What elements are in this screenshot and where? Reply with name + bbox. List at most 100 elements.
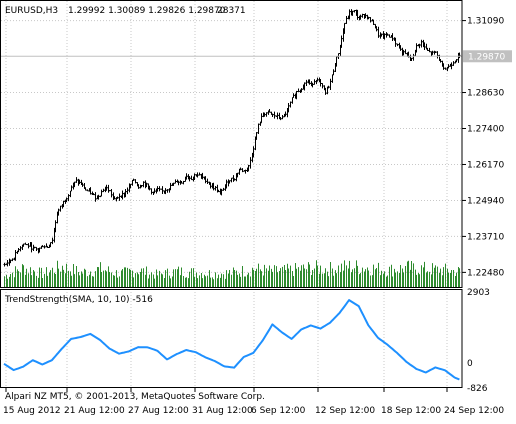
ohlc-bar-283 bbox=[455, 59, 458, 63]
ohlc-bar-67 bbox=[110, 189, 113, 198]
ohlc-bar-64 bbox=[105, 184, 108, 191]
ohlc-bar-132 bbox=[214, 186, 217, 191]
price-pane-frame bbox=[0, 0, 463, 288]
indicator-tick-label-2: -826 bbox=[467, 384, 488, 394]
ohlc-bar-188 bbox=[303, 82, 306, 91]
ohlc-bar-37 bbox=[62, 200, 65, 208]
ohlc-bar-34 bbox=[57, 208, 60, 216]
ohlc-bar-10 bbox=[19, 246, 22, 252]
ohlc-bar-231 bbox=[372, 19, 375, 26]
ohlc-bar-27 bbox=[46, 245, 49, 248]
ohlc-bar-146 bbox=[236, 172, 239, 178]
ohlc-bar-107 bbox=[174, 179, 177, 184]
ohlc-bar-4 bbox=[9, 259, 12, 264]
ohlc-bar-104 bbox=[169, 182, 172, 191]
ohlc-bar-206 bbox=[332, 69, 335, 76]
ohlc-bar-164 bbox=[265, 112, 268, 117]
indicator-tick-label-1: 0 bbox=[467, 359, 473, 369]
ohlc-bar-54 bbox=[89, 187, 92, 195]
price-bars bbox=[3, 9, 461, 267]
ohlc-bar-169 bbox=[273, 111, 276, 119]
ohlc-bar-178 bbox=[287, 102, 290, 113]
ohlc-bar-180 bbox=[291, 97, 294, 104]
ohlc-bar-124 bbox=[201, 172, 204, 180]
copyright-text: Alpari NZ MT5, © 2001-2013, MetaQuotes S… bbox=[5, 392, 265, 402]
ohlc-bar-44 bbox=[73, 181, 76, 188]
ohlc-bar-71 bbox=[116, 196, 119, 199]
indicator-label: TrendStrength(SMA, 10, 10) -516 bbox=[4, 295, 153, 305]
ohlc-bar-218 bbox=[351, 10, 354, 16]
ohlc-bar-7 bbox=[14, 249, 17, 261]
ohlc-bar-106 bbox=[172, 182, 175, 186]
ohlc-bar-47 bbox=[78, 179, 81, 185]
ohlc-bar-223 bbox=[359, 14, 362, 20]
ohlc-bar-121 bbox=[196, 172, 199, 178]
ohlc-bar-102 bbox=[166, 189, 169, 193]
ohlc-bar-136 bbox=[220, 188, 223, 196]
ohlc-bar-49 bbox=[81, 182, 84, 187]
ohlc-bar-213 bbox=[343, 22, 346, 34]
ohlc-bar-96 bbox=[156, 186, 159, 192]
time-tick-label-6: 18 Sep 12:00 bbox=[381, 406, 441, 416]
ohlc-bar-273 bbox=[439, 58, 442, 63]
chart-frames bbox=[0, 0, 463, 388]
ohlc-bar-0 bbox=[3, 262, 6, 267]
ohlc-bar-66 bbox=[108, 190, 111, 192]
time-tick-label-7: 24 Sep 12:00 bbox=[444, 406, 504, 416]
ohlc-bar-29 bbox=[49, 242, 52, 248]
ohlc-bar-131 bbox=[212, 182, 215, 191]
time-tick-label-5: 12 Sep 12:00 bbox=[315, 406, 375, 416]
ohlc-bar-154 bbox=[249, 157, 252, 169]
ohlc-bar-52 bbox=[86, 189, 89, 192]
ohlc-bar-281 bbox=[452, 61, 455, 66]
ohlc-bar-57 bbox=[94, 192, 97, 202]
ohlc-bar-101 bbox=[164, 188, 167, 195]
ohlc-bar-198 bbox=[319, 78, 322, 87]
ohlc-bar-5 bbox=[11, 258, 14, 262]
ohlc-bar-112 bbox=[182, 180, 185, 185]
price-tick-label-4: 1.24940 bbox=[467, 196, 504, 206]
ohlc-bar-129 bbox=[209, 182, 212, 189]
ohlc-bar-14 bbox=[25, 244, 28, 246]
ohlc-bar-205 bbox=[331, 74, 334, 83]
ohlc-bar-161 bbox=[260, 113, 263, 124]
ohlc-bar-45 bbox=[75, 177, 78, 183]
ohlc-bar-92 bbox=[150, 188, 153, 195]
bid-price-tag bbox=[463, 50, 512, 63]
ohlc-bar-141 bbox=[228, 180, 231, 184]
bid-price-label: 1.29870 bbox=[468, 52, 505, 62]
ohlc-bar-122 bbox=[198, 172, 201, 176]
ohlc-bar-41 bbox=[69, 190, 72, 198]
ohlc-bar-56 bbox=[92, 193, 95, 196]
ohlc-bar-191 bbox=[308, 79, 311, 85]
ohlc-bar-87 bbox=[142, 181, 145, 188]
ohlc-bar-35 bbox=[59, 205, 62, 212]
ohlc-bar-74 bbox=[121, 190, 124, 200]
ohlc-bar-196 bbox=[316, 77, 319, 82]
volume-histogram bbox=[4, 260, 460, 287]
ohlc-bar-184 bbox=[297, 88, 300, 92]
ohlc-bar-261 bbox=[420, 39, 423, 48]
bid-line: 1.29870 bbox=[1, 50, 512, 63]
ohlc-bar-278 bbox=[447, 64, 450, 69]
ohlc-bar-173 bbox=[279, 116, 282, 121]
ohlc-bar-156 bbox=[252, 146, 255, 158]
ohlc-bar-266 bbox=[428, 47, 431, 53]
price-tick-label-6: 1.22480 bbox=[467, 268, 504, 278]
ohlc-bar-158 bbox=[255, 132, 258, 140]
ohlc-bar-72 bbox=[118, 193, 121, 201]
ohlc-bar-179 bbox=[289, 101, 292, 108]
ohlc-bar-189 bbox=[305, 79, 308, 86]
ohlc-bar-276 bbox=[444, 67, 447, 70]
ohlc-bar-59 bbox=[97, 194, 100, 200]
ohlc-bar-171 bbox=[276, 112, 279, 120]
ohlc-bar-17 bbox=[30, 242, 33, 253]
indicator-series bbox=[3, 299, 460, 381]
time-tick-label-2: 27 Aug 12:00 bbox=[128, 406, 189, 416]
ohlc-bar-236 bbox=[380, 33, 383, 37]
ohlc-bar-250 bbox=[402, 49, 405, 56]
ohlc-bar-69 bbox=[113, 196, 116, 200]
ohlc-bar-91 bbox=[148, 185, 151, 191]
ohlc-bar-271 bbox=[436, 51, 439, 59]
